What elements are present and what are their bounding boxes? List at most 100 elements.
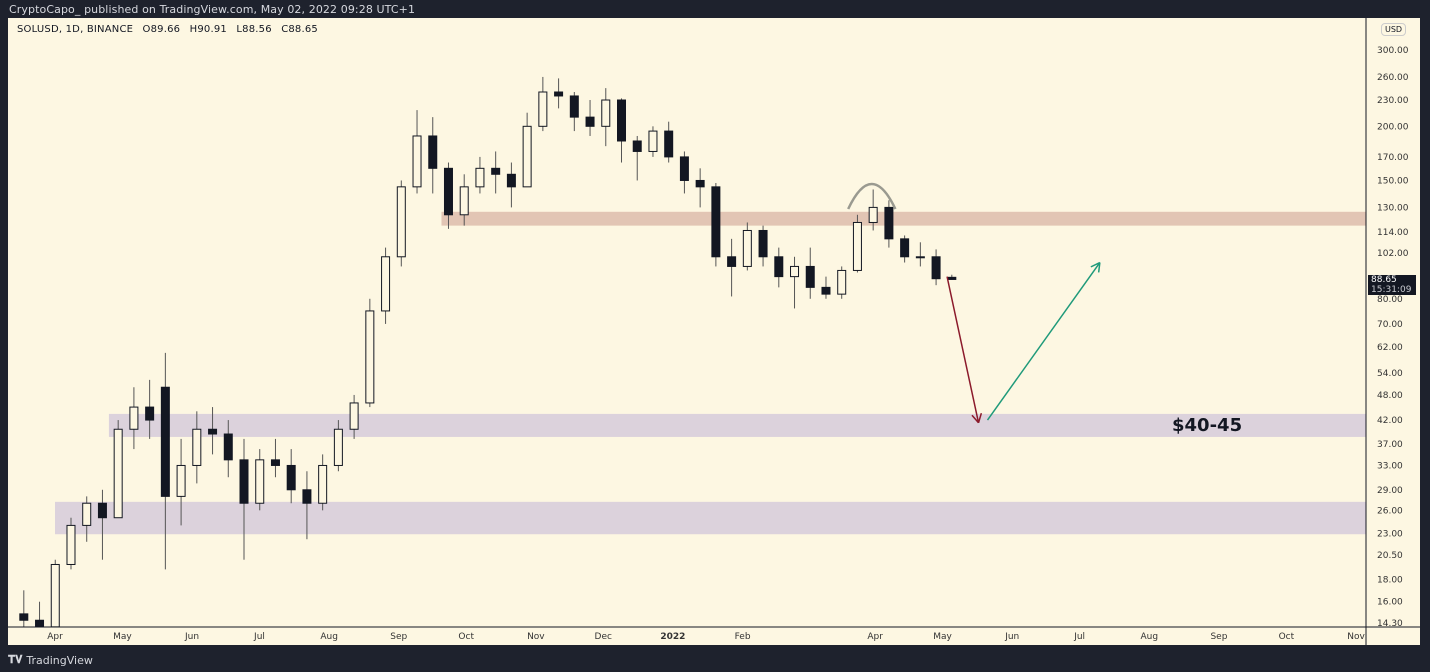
candle-body-up: [333, 428, 343, 466]
candle-body-down: [774, 256, 784, 278]
candle-body-up: [318, 464, 328, 504]
candle: [852, 214, 862, 273]
candle: [428, 117, 438, 194]
arrow-head: [1097, 262, 1101, 273]
candle: [711, 182, 721, 267]
candle: [208, 407, 218, 455]
candle-body-down: [695, 179, 705, 188]
symbol-info: SOLUSD, 1D, BINANCE: [17, 24, 134, 35]
arrow-line: [986, 262, 1101, 421]
candle: [491, 151, 501, 194]
top-arc-drawing[interactable]: [847, 182, 897, 210]
price-tick-label: 62.00: [1377, 343, 1403, 353]
price-tick-label: 33.00: [1377, 461, 1403, 471]
resistance-zone[interactable]: [441, 211, 1366, 226]
candle: [302, 471, 312, 540]
support-zone[interactable]: [55, 501, 1366, 535]
candle: [255, 449, 265, 511]
time-tick-label: Sep: [1210, 632, 1227, 642]
candle-body-down: [569, 95, 579, 118]
candle-body-up: [176, 464, 186, 497]
open-value: O89.66: [142, 24, 181, 35]
price-axis[interactable]: 300.00 260.00 230.00 200.00 170.00 150.00 130.…: [1377, 46, 1409, 629]
arrow-line: [946, 276, 980, 423]
tradingview-logo[interactable]: 𝐓𝐕 TradingView: [8, 653, 93, 667]
candle: [19, 590, 29, 627]
last-price-label: 88.65 15:31:09: [1368, 275, 1416, 295]
candle-body-down: [884, 206, 894, 240]
price-tick-label: 18.00: [1377, 576, 1403, 586]
candle: [365, 298, 375, 408]
candle-body-up: [66, 524, 76, 565]
candle-body-up: [868, 206, 878, 223]
candle: [569, 92, 579, 132]
arrow-head: [977, 412, 983, 423]
candle: [443, 162, 453, 229]
candle: [459, 174, 469, 226]
price-tick-label: 80.00: [1377, 295, 1403, 305]
candle-body-up: [349, 402, 359, 430]
price-tick-label: 150.00: [1377, 176, 1409, 186]
candle-body-up: [522, 125, 532, 188]
price-tick-label: 200.00: [1377, 122, 1409, 132]
candle: [506, 162, 516, 208]
time-tick-label: Nov: [1347, 632, 1365, 642]
candle-body-down: [632, 140, 642, 152]
candle: [947, 274, 957, 280]
candle-body-down: [428, 135, 438, 169]
candle-body-down: [554, 91, 564, 97]
candle-body-down: [727, 256, 737, 267]
time-tick-label: Jun: [1004, 632, 1019, 642]
candle: [868, 189, 878, 231]
candle-body-up: [601, 99, 611, 127]
candle: [774, 247, 784, 288]
low-value: L88.56: [236, 24, 272, 35]
price-tick-label: 114.00: [1377, 228, 1409, 238]
candle-body-up: [396, 186, 406, 258]
time-tick-label: Jul: [1073, 632, 1085, 642]
arrow-head: [1090, 261, 1101, 268]
chart-panel[interactable]: [8, 18, 1420, 645]
support-zone[interactable]: [108, 413, 1366, 437]
price-tick-label: 230.00: [1377, 96, 1409, 106]
target-zone-label: $40-45: [1172, 415, 1243, 436]
candle: [632, 135, 642, 181]
price-tick-label: 130.00: [1377, 203, 1409, 213]
price-tick-label: 102.00: [1377, 249, 1409, 259]
candle: [381, 247, 391, 324]
candle: [758, 225, 768, 267]
candle-body-down: [758, 229, 768, 258]
candle: [129, 387, 139, 450]
candle-body-down: [617, 99, 627, 142]
candle-body-down: [947, 276, 957, 280]
candle: [176, 438, 186, 526]
close-value: C88.65: [281, 24, 318, 35]
up-arrow[interactable]: [986, 261, 1101, 421]
candle: [538, 76, 548, 132]
arrow-head: [971, 414, 980, 424]
candle-body-down: [491, 167, 501, 175]
candle: [931, 249, 941, 286]
candle: [554, 78, 564, 109]
time-axis[interactable]: Apr May Jun Jul Aug Sep Oct Nov Dec 2022 Feb Apr May…: [47, 632, 1365, 642]
candle: [790, 256, 800, 309]
time-tick-label: Nov: [527, 632, 545, 642]
candle-body-down: [443, 167, 453, 216]
price-tick-label: 29.00: [1377, 486, 1403, 496]
candle: [884, 200, 894, 248]
candle-body-down: [239, 459, 249, 504]
candle-body-up: [113, 428, 123, 519]
candle: [664, 121, 674, 163]
candle-body-up: [412, 135, 422, 188]
candle-body-up: [459, 186, 469, 216]
price-tick-label: 23.00: [1377, 529, 1403, 539]
currency-button[interactable]: USD: [1381, 23, 1407, 36]
price-tick-label: 70.00: [1377, 320, 1403, 330]
candle-body-down: [160, 386, 170, 497]
candle-body-up: [538, 91, 548, 127]
candle-body-up: [255, 459, 265, 504]
candle-body-down: [805, 265, 815, 288]
candle-body-down: [821, 286, 831, 295]
down-arrow[interactable]: [946, 276, 983, 424]
